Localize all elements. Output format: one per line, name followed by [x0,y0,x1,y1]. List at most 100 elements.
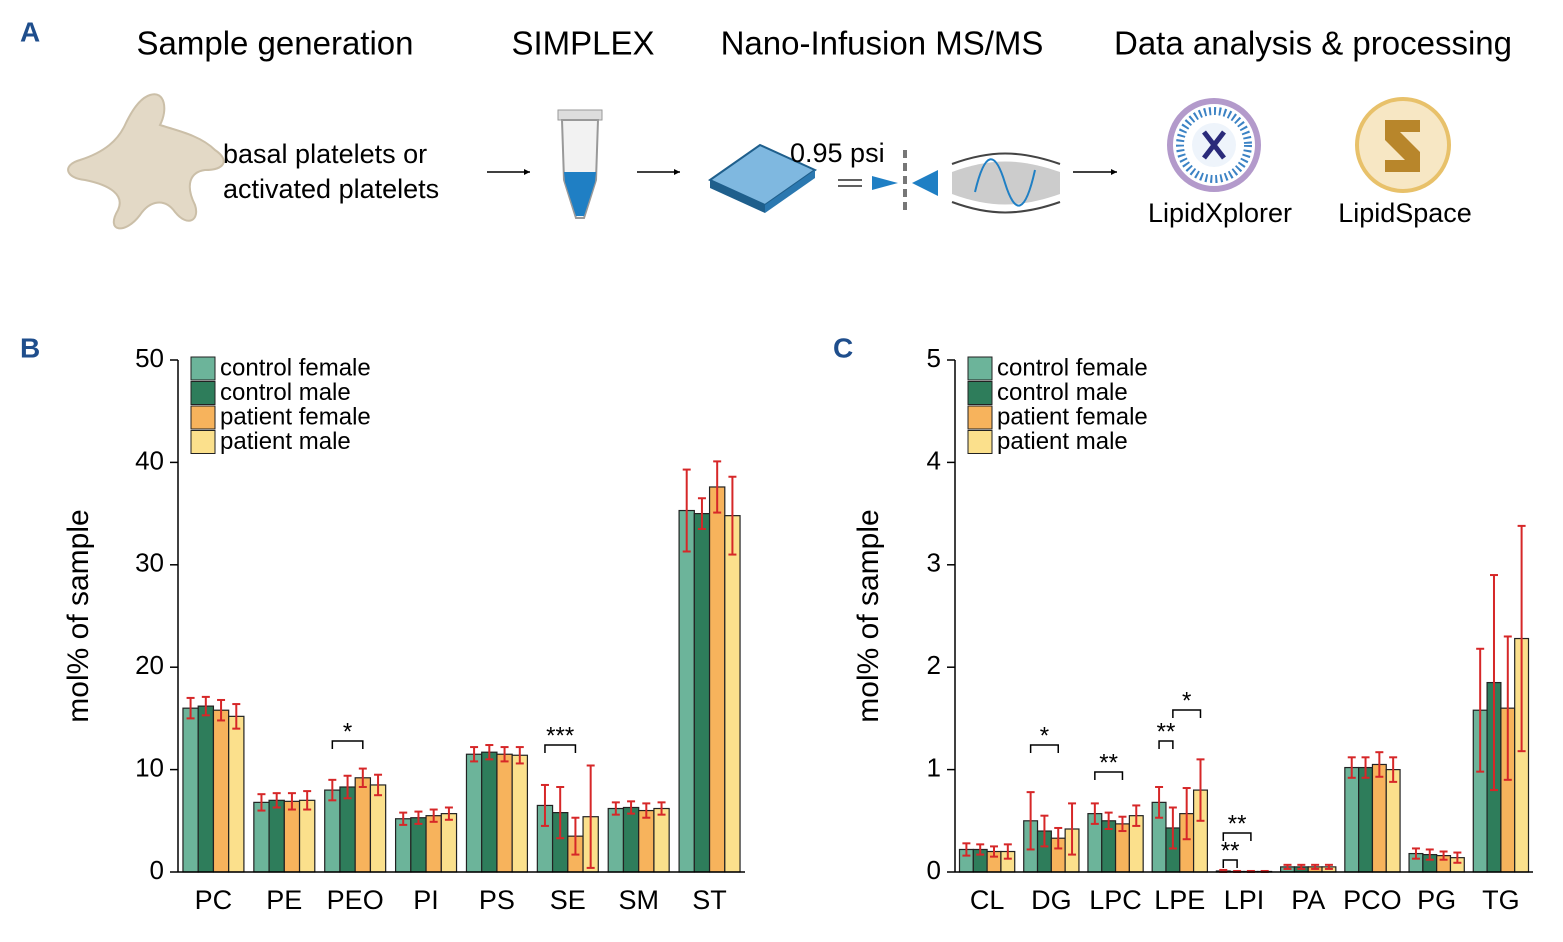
bar [425,815,442,873]
y-tick-label: 50 [135,343,164,373]
legend-swatch [967,381,993,405]
bar [410,817,427,873]
bar [268,799,285,873]
x-tick-label: TG [1482,885,1520,915]
significance-bracket [1158,740,1174,749]
x-tick-label: LPE [1154,885,1205,915]
x-tick-label: CL [970,885,1005,915]
sample-text: activated platelets [223,174,439,204]
step-title: Sample generation [136,25,413,62]
significance-bracket [1029,744,1059,753]
bar [607,807,625,873]
bar [324,789,341,873]
legend-swatch [190,381,216,405]
bar [298,799,316,873]
significance-label: * [1040,722,1049,749]
step-title: Nano-Infusion MS/MS [721,25,1044,62]
x-tick-label: DG [1031,885,1072,915]
legend-swatch [967,356,993,381]
significance-label: ** [1221,837,1240,864]
bar [622,806,640,873]
y-tick-label: 1 [927,752,941,782]
legend-swatch [967,405,993,430]
y-tick-label: 20 [135,650,164,680]
bar [1344,766,1360,873]
x-tick-label: PI [413,885,439,915]
pressure-text: 0.95 psi [790,138,885,168]
significance-bracket [1222,859,1238,868]
bar [1371,763,1387,873]
legend-swatch [190,430,216,454]
significance-label: * [1182,687,1191,714]
bar [1358,766,1374,873]
y-tick-label: 2 [927,650,941,680]
x-tick-label: LPC [1089,885,1142,915]
legend-swatch [190,405,216,430]
legend-label: control male [997,379,1128,406]
bar [653,807,670,873]
plate-icon [707,143,818,213]
bar [678,509,695,873]
bar [369,784,387,873]
bar [339,786,356,873]
bar [638,809,655,873]
panel-label: C [833,332,853,363]
bar [1385,768,1401,873]
x-tick-label: SM [618,885,659,915]
bar [283,800,301,873]
bar [182,707,199,873]
significance-label: *** [546,722,574,749]
arrow-head [674,169,680,175]
y-axis-label: mol% of sample [852,509,885,722]
significance-label: ** [1157,718,1176,745]
bar [354,777,372,873]
significance-bracket [1172,709,1202,718]
significance-label: ** [1099,749,1118,776]
significance-label: ** [1228,810,1247,837]
legend-label: control male [220,379,351,406]
significance-label: * [343,718,352,745]
x-tick-label: PC [195,885,233,915]
lipidxplorer-icon [1167,98,1261,192]
bar [197,705,215,873]
bar [511,754,529,873]
legend-label: patient female [220,403,371,430]
x-tick-label: PCO [1343,885,1402,915]
legend-label: control female [220,354,371,381]
x-tick-label: ST [692,885,727,915]
x-tick-label: PA [1291,885,1325,915]
platelet-icon [67,93,225,230]
y-tick-label: 30 [135,548,164,578]
bar [228,715,245,873]
significance-bracket [544,744,577,753]
x-tick-label: PEO [327,885,384,915]
bar [708,486,726,873]
bar [481,751,498,873]
x-tick-label: PG [1417,885,1456,915]
significance-bracket [1094,771,1124,780]
bar [496,753,513,873]
y-tick-label: 3 [927,548,941,578]
arrow-head [1111,169,1117,175]
bar [724,515,741,873]
step-title: SIMPLEX [511,25,654,62]
bar [394,818,412,873]
bar [693,512,711,873]
panel-label: B [20,332,40,363]
legend-label: patient male [220,428,351,455]
y-tick-label: 10 [135,752,164,782]
bar [465,753,483,873]
legend-swatch [967,430,993,454]
x-tick-label: LPI [1224,885,1265,915]
sample-text: basal platelets or [223,139,427,169]
y-tick-label: 5 [927,343,941,373]
y-tick-label: 0 [150,855,164,885]
legend-swatch [190,356,216,381]
y-tick-label: 40 [135,445,164,475]
arrow-head [524,169,530,175]
legend-label: patient male [997,428,1128,455]
legend-label: control female [997,354,1148,381]
significance-bracket [1222,832,1252,841]
bar [440,813,458,873]
